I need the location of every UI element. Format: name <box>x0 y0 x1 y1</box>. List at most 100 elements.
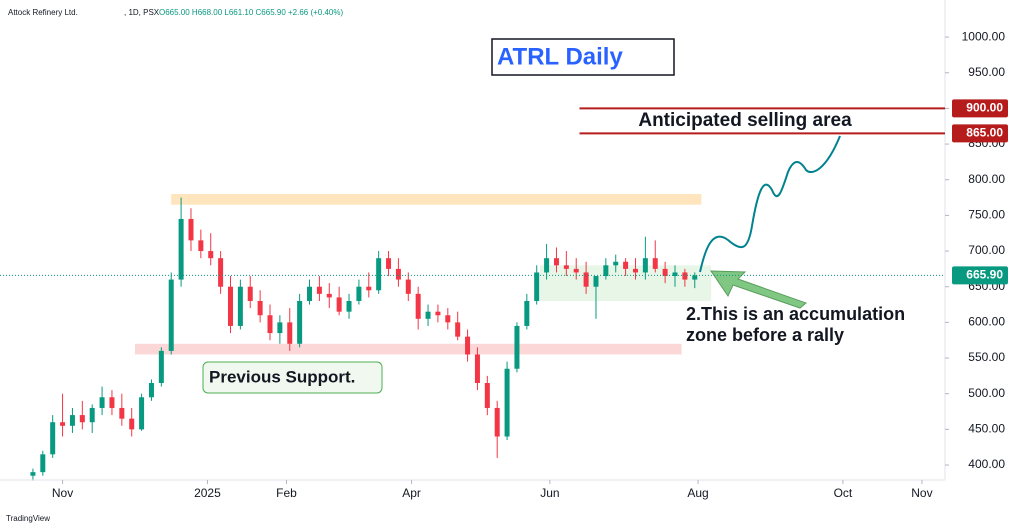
candle-body <box>494 407 500 437</box>
y-tick-label: 700.00 <box>968 243 1005 257</box>
candle-body <box>534 272 540 301</box>
candles <box>30 197 698 481</box>
candle-body <box>563 265 569 269</box>
candle-body <box>465 336 471 355</box>
candle-body <box>356 286 362 301</box>
level-label: 900.00 <box>966 101 1003 115</box>
candle-body <box>386 258 392 269</box>
x-tick-label: Aug <box>687 486 708 500</box>
support-box <box>202 361 383 394</box>
candle-body <box>435 311 441 316</box>
x-tick-label: Nov <box>911 486 932 500</box>
candle-body <box>425 311 431 319</box>
y-tick-label: 500.00 <box>968 386 1005 400</box>
annotation: zone before a rally <box>686 325 844 345</box>
candle-body <box>613 261 619 266</box>
footer: TradingView <box>6 514 50 523</box>
price-tag <box>952 99 1008 118</box>
candle-body <box>178 218 184 280</box>
candle-body <box>158 350 164 384</box>
annotation: Anticipated selling area <box>638 110 852 131</box>
candle-body <box>692 275 698 280</box>
candle-body <box>632 268 638 273</box>
x-tick-label: Jun <box>540 486 559 500</box>
candle-body <box>326 293 332 298</box>
candle-body <box>415 293 421 319</box>
candle-body <box>139 397 145 430</box>
candle-body <box>218 258 224 287</box>
candle-body <box>297 300 303 344</box>
candle-body <box>129 418 135 430</box>
symbol-name: Attock Refinery Ltd. <box>8 8 78 17</box>
candle-body <box>662 268 668 277</box>
candle-body <box>623 261 629 269</box>
candle-body <box>257 300 263 316</box>
arrow <box>710 270 807 309</box>
candle-body <box>504 368 510 437</box>
candle-body <box>316 286 322 294</box>
y-tick-label: 450.00 <box>968 422 1005 436</box>
candle-body <box>277 322 283 334</box>
candle-body <box>455 322 461 337</box>
candle-body <box>188 218 194 241</box>
candle-body <box>30 472 36 476</box>
candle-body <box>336 297 342 312</box>
candle-body <box>474 354 480 384</box>
y-tick-label: 950.00 <box>968 65 1005 79</box>
x-tick-label: 2025 <box>194 486 221 500</box>
candle-body <box>682 272 688 280</box>
candle-body <box>119 407 125 419</box>
candle-body <box>237 286 243 326</box>
candle-body <box>405 279 411 294</box>
last-price-label: 665.90 <box>966 268 1003 282</box>
level-label: 865.00 <box>966 126 1003 140</box>
y-tick-label: 400.00 <box>968 457 1005 471</box>
candle-body <box>69 415 75 426</box>
candle-body <box>109 397 115 408</box>
candle-body <box>524 300 530 326</box>
candle-body <box>50 422 56 455</box>
candle-body <box>672 272 678 277</box>
candle-body <box>287 322 293 344</box>
candle-body <box>603 265 609 277</box>
candle-body <box>60 422 66 426</box>
y-tick-label: 750.00 <box>968 208 1005 222</box>
interval: , 1D, PSX <box>124 8 160 17</box>
ohlc: O665.00 H668.00 L661.10 C665.90 +2.66 (+… <box>159 8 343 17</box>
candle-body <box>652 258 658 269</box>
x-tick-label: Apr <box>402 486 421 500</box>
candle-body <box>346 300 352 312</box>
candle-body <box>79 415 85 423</box>
candle-body <box>553 258 559 266</box>
candle-body <box>593 276 599 287</box>
candle-body <box>307 286 313 301</box>
candle-body <box>445 315 451 323</box>
y-tick-label: 800.00 <box>968 172 1005 186</box>
candle-body <box>168 279 174 351</box>
x-tick-label: Feb <box>276 486 297 500</box>
candle-body <box>247 286 253 301</box>
chart-title: ATRL Daily <box>497 43 623 70</box>
x-tick-label: Oct <box>834 486 853 500</box>
candle-body <box>227 286 233 326</box>
candle-body <box>642 258 648 273</box>
candle-body <box>99 397 105 408</box>
candle-body <box>395 268 401 280</box>
annotation: Previous Support. <box>209 367 355 386</box>
candle-body <box>198 240 204 252</box>
candle-body <box>573 268 579 273</box>
title-box <box>491 38 675 76</box>
candle-body <box>484 383 490 408</box>
candle-body <box>208 251 214 259</box>
candle-body <box>583 272 589 287</box>
candle-body <box>148 383 154 398</box>
projection <box>699 135 841 273</box>
price-tag <box>952 266 1008 285</box>
price-tag <box>952 124 1008 143</box>
candle-body <box>376 258 382 291</box>
candle-body <box>267 315 273 334</box>
candle-body <box>366 286 372 291</box>
candle-body <box>40 454 46 473</box>
candle-body <box>544 258 550 273</box>
